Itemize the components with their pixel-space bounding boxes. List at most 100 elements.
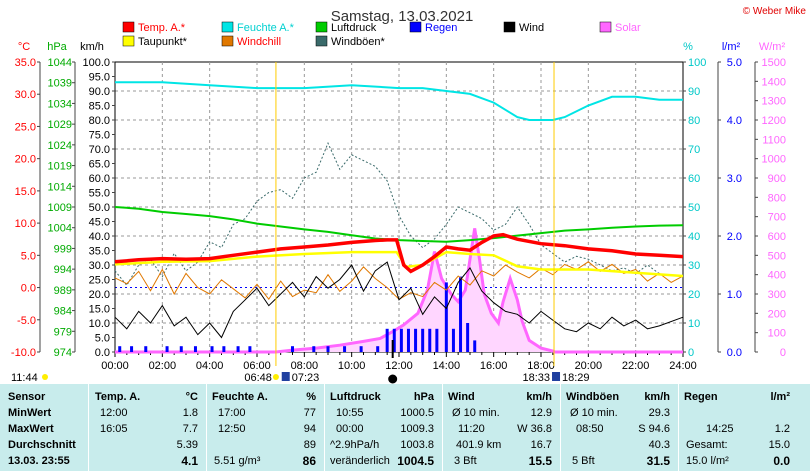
solar-tick-label: 900 bbox=[768, 173, 786, 185]
legend-label: Windchill bbox=[237, 36, 281, 48]
pressure-tick-label: 1019 bbox=[48, 161, 72, 173]
humidity-tick-label: 50 bbox=[688, 202, 700, 214]
legend-swatch bbox=[122, 35, 135, 47]
humidity-tick-label: 10 bbox=[688, 318, 700, 330]
wind-tick-label: 40.0 bbox=[89, 231, 110, 243]
header-rain-unit: l/m² bbox=[770, 391, 790, 403]
temp-tick-label: 10.0 bbox=[15, 218, 36, 230]
solar-tick-label: 100 bbox=[768, 328, 786, 340]
x-tick-label: 18:00 bbox=[527, 360, 555, 372]
wind-text: 401.9 km bbox=[456, 439, 502, 451]
temp-tick-label: 20.0 bbox=[15, 154, 36, 166]
gust-text: 08:50 bbox=[576, 423, 604, 435]
rain-bar bbox=[451, 328, 455, 352]
wind-tick-label: 60.0 bbox=[89, 173, 110, 185]
wind-tick-label: 0.0 bbox=[95, 347, 110, 359]
temp-tick-label: 15.0 bbox=[15, 186, 36, 198]
rain-bar bbox=[236, 346, 240, 352]
column-separator bbox=[206, 384, 207, 471]
sunrise-label: 06:48 bbox=[244, 372, 272, 384]
rain-value: 15.0 bbox=[768, 439, 790, 451]
humidity-tick-label: 80 bbox=[688, 115, 700, 127]
pressure-tick-label: 994 bbox=[54, 264, 72, 276]
x-tick-label: 02:00 bbox=[149, 360, 177, 372]
temp-time: 16:05 bbox=[100, 423, 128, 435]
legend-swatch bbox=[409, 21, 422, 33]
legend-swatch bbox=[122, 21, 135, 33]
gusts-line bbox=[114, 141, 684, 287]
solar-tick-label: 1300 bbox=[762, 96, 786, 108]
humidity-time: 17:00 bbox=[218, 407, 246, 419]
statistics-table: Sensor Temp. A. °C Feuchte A. % Luftdruc… bbox=[0, 384, 810, 471]
pressure-tick-label: 989 bbox=[54, 285, 72, 297]
temp-tick-label: 25.0 bbox=[15, 121, 36, 133]
sun-icon bbox=[42, 374, 48, 380]
pressure-tick-label: 999 bbox=[54, 243, 72, 255]
solar-tick-label: 1200 bbox=[762, 115, 786, 127]
header-sensor: Sensor bbox=[8, 391, 46, 403]
pressure-tick-label: 1014 bbox=[48, 181, 72, 193]
wind-tick-label: 50.0 bbox=[89, 202, 110, 214]
header-rain: Regen bbox=[684, 391, 718, 403]
pressure-tick-label: 1024 bbox=[48, 140, 72, 152]
rain-bar bbox=[359, 346, 363, 352]
x-tick-label: 22:00 bbox=[622, 360, 650, 372]
pressure-tick-label: 979 bbox=[54, 326, 72, 338]
temp-value: 5.39 bbox=[176, 439, 198, 451]
sun-moon-markers: 11:44 06:48 07:23 18:33 18:29 bbox=[11, 62, 590, 384]
wind-tick-label: 65.0 bbox=[89, 159, 110, 171]
wind-tick-label: 25.0 bbox=[89, 275, 110, 287]
chart-legend: Temp. A.* Feuchte A.* Luftdruck Regen Wind So… bbox=[122, 21, 641, 48]
legend-swatch bbox=[221, 21, 234, 33]
wind-tick-label: 70.0 bbox=[89, 144, 110, 156]
pressure-tick-label: 1029 bbox=[48, 119, 72, 131]
stats-header-row: Sensor Temp. A. °C Feuchte A. % Luftdruc… bbox=[0, 390, 810, 405]
gust-text: Ø 10 min. bbox=[570, 407, 618, 419]
legend-swatch bbox=[315, 35, 328, 47]
legend-label: Wind bbox=[519, 22, 544, 34]
legend-label: Regen bbox=[425, 22, 457, 34]
rain-total: 15.0 l/m² bbox=[686, 455, 729, 467]
pressure-axis-unit: hPa bbox=[47, 41, 67, 53]
header-pressure-unit: hPa bbox=[413, 391, 434, 403]
wind-tick-label: 100.0 bbox=[82, 57, 110, 69]
solar-tick-label: 1500 bbox=[762, 57, 786, 69]
humidity-value: 86 bbox=[302, 454, 316, 468]
solar-tick-label: 1100 bbox=[762, 134, 786, 146]
wind-tick-label: 20.0 bbox=[89, 289, 110, 301]
rain-bar bbox=[376, 346, 380, 352]
temp-tick-label: 35.0 bbox=[15, 57, 36, 69]
solar-line bbox=[115, 228, 683, 354]
legend-label: Solar bbox=[615, 22, 641, 34]
pressure-value: 1004.5 bbox=[397, 454, 434, 468]
header-wind-unit: km/h bbox=[526, 391, 552, 403]
temp-value: 1.8 bbox=[182, 407, 198, 419]
column-separator bbox=[442, 384, 443, 471]
sunset-label: 18:33 bbox=[522, 372, 550, 384]
left-time-label: 11:44 bbox=[11, 372, 38, 384]
rain-bar bbox=[222, 346, 226, 352]
wind-tick-label: 15.0 bbox=[89, 304, 110, 316]
wind-text: 11:20 bbox=[458, 423, 485, 435]
rain-text: 14:25 bbox=[706, 423, 734, 435]
temp-value: 7.7 bbox=[182, 423, 198, 435]
rain-bar bbox=[435, 328, 439, 352]
rain-tick-label: 2.0 bbox=[727, 231, 742, 243]
solar-tick-label: 1400 bbox=[762, 76, 786, 88]
temp-tick-label: -10.0 bbox=[11, 347, 36, 359]
rain-tick-label: 0.0 bbox=[727, 347, 742, 359]
rain-bar bbox=[130, 346, 134, 352]
x-tick-label: 10:00 bbox=[338, 360, 366, 372]
rain-bar bbox=[193, 346, 197, 352]
x-tick-label: 08:00 bbox=[291, 360, 319, 372]
x-tick-label: 12:00 bbox=[385, 360, 413, 372]
solar-tick-label: 300 bbox=[768, 289, 786, 301]
rain-bar bbox=[144, 346, 148, 352]
column-separator bbox=[560, 384, 561, 471]
stats-row-avg: Durchschnitt 5.39 89 ^2.9hPa/h 1003.8 40… bbox=[0, 438, 810, 453]
legend-swatch bbox=[503, 21, 516, 33]
wind-tick-label: 90.0 bbox=[89, 86, 110, 98]
wind-axis-unit: km/h bbox=[80, 41, 104, 53]
temp-tick-label: 30.0 bbox=[15, 89, 36, 101]
rain-tick-label: 5.0 bbox=[727, 57, 742, 69]
